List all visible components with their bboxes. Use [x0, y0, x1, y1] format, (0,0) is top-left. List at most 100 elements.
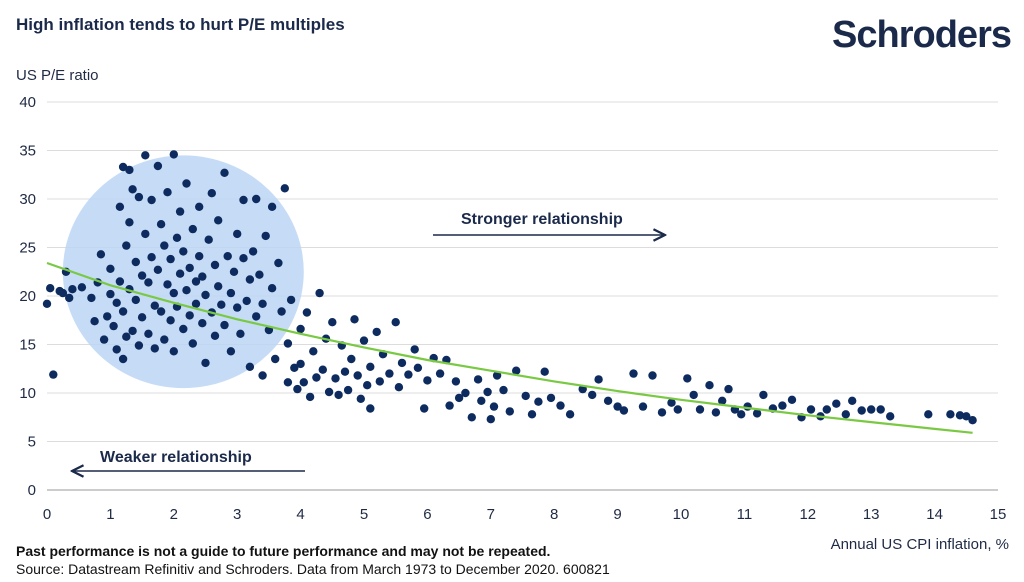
- scatter-point: [435, 369, 445, 378]
- x-tick-label: 13: [863, 506, 880, 523]
- scatter-point: [347, 354, 356, 364]
- scatter-point: [353, 371, 362, 380]
- scatter-point: [172, 233, 182, 242]
- scatter-point: [375, 377, 384, 386]
- x-tick-labels: 0 1 2 3 4 5 6 7 8 9 10 11 12 13 14 15: [43, 506, 1007, 523]
- scatter-point: [613, 402, 622, 411]
- scatter-point: [759, 390, 768, 400]
- scatter-point: [182, 179, 191, 188]
- scatter-point: [134, 341, 144, 350]
- scatter-point: [334, 390, 343, 400]
- scatter-point: [252, 194, 261, 204]
- scatter-point: [689, 390, 698, 400]
- scatter-point: [217, 300, 226, 309]
- scatter-point: [131, 257, 140, 267]
- scatter-point: [445, 401, 454, 410]
- scatter-point: [867, 405, 876, 414]
- scatter-point: [848, 396, 857, 405]
- x-tick-label: 11: [737, 506, 753, 523]
- scatter-point: [169, 150, 178, 159]
- scatter-point: [229, 267, 239, 276]
- scatter-points: [42, 150, 977, 425]
- scatter-point: [153, 161, 163, 171]
- scatter-point: [657, 408, 667, 417]
- x-tick-label: 5: [360, 506, 368, 523]
- x-tick-label: 7: [487, 506, 495, 523]
- scatter-point: [312, 373, 321, 382]
- scatter-point: [239, 195, 248, 205]
- disclaimer-text: Past performance is not a guide to futur…: [16, 543, 550, 559]
- scatter-point: [356, 394, 365, 403]
- scatter-point: [372, 327, 381, 337]
- x-tick-label: 2: [170, 506, 178, 523]
- scatter-point: [233, 229, 242, 239]
- scatter-point: [185, 263, 194, 273]
- scatter-point: [302, 308, 312, 317]
- scatter-point: [128, 326, 137, 336]
- scatter-point: [299, 378, 308, 387]
- x-tick-label: 12: [799, 506, 816, 523]
- scatter-point: [397, 358, 407, 368]
- scatter-point: [191, 299, 201, 308]
- scatter-point: [175, 207, 185, 216]
- scatter-point: [454, 393, 464, 403]
- scatter-point: [109, 321, 118, 331]
- scatter-point: [58, 288, 68, 298]
- scatter-point: [280, 184, 289, 193]
- scatter-point: [125, 165, 134, 175]
- y-tick-label: 30: [19, 191, 36, 208]
- y-tick-label: 0: [28, 482, 36, 499]
- scatter-point: [565, 410, 575, 419]
- scatter-point: [724, 384, 733, 394]
- y-tick-label: 15: [19, 337, 36, 354]
- scatter-point: [214, 282, 223, 291]
- scatter-point: [489, 402, 499, 411]
- scatter-point: [147, 253, 156, 262]
- scatter-point: [946, 410, 955, 419]
- scatter-point: [169, 288, 178, 298]
- scatter-point: [103, 312, 112, 321]
- scatter-point: [141, 229, 150, 239]
- y-tick-label: 35: [19, 143, 36, 160]
- x-tick-label: 6: [423, 506, 431, 523]
- scatter-point: [99, 335, 109, 344]
- x-tick-label: 9: [613, 506, 621, 523]
- scatter-point: [363, 381, 372, 390]
- scatter-point: [210, 260, 220, 270]
- scatter-point: [857, 406, 866, 415]
- scatter-point: [261, 231, 270, 241]
- scatter-point: [267, 202, 277, 211]
- scatter-point: [188, 339, 197, 348]
- scatter-point: [118, 162, 128, 172]
- scatter-point: [201, 290, 210, 300]
- x-tick-label: 8: [550, 506, 558, 523]
- scatter-point: [886, 412, 895, 421]
- scatter-point: [673, 405, 682, 414]
- scatter-point: [137, 271, 147, 280]
- scatter-point: [296, 359, 305, 369]
- scatter-point: [191, 277, 201, 286]
- scatter-point: [160, 335, 169, 344]
- scatter-point: [166, 316, 175, 325]
- scatter-point: [705, 381, 714, 390]
- scatter-point: [118, 354, 128, 364]
- scatter-point: [239, 254, 248, 263]
- scatter-point: [667, 398, 676, 407]
- scatter-point: [540, 367, 549, 376]
- scatter-point: [106, 264, 115, 273]
- scatter-point: [290, 363, 299, 372]
- scatter-point: [226, 288, 236, 298]
- scatter-point: [169, 347, 178, 356]
- scatter-point: [198, 319, 207, 328]
- scatter-point: [242, 296, 251, 306]
- y-tick-label: 20: [19, 288, 36, 305]
- annotation-weaker: Weaker relationship: [72, 449, 305, 471]
- scatter-point: [153, 265, 163, 274]
- scatter-point: [141, 151, 150, 160]
- scatter-point: [245, 362, 255, 371]
- scatter-point: [65, 293, 74, 303]
- scatter-point: [293, 384, 302, 394]
- scatter-point: [588, 390, 597, 400]
- scatter-point: [210, 331, 220, 340]
- scatter-point: [207, 189, 216, 198]
